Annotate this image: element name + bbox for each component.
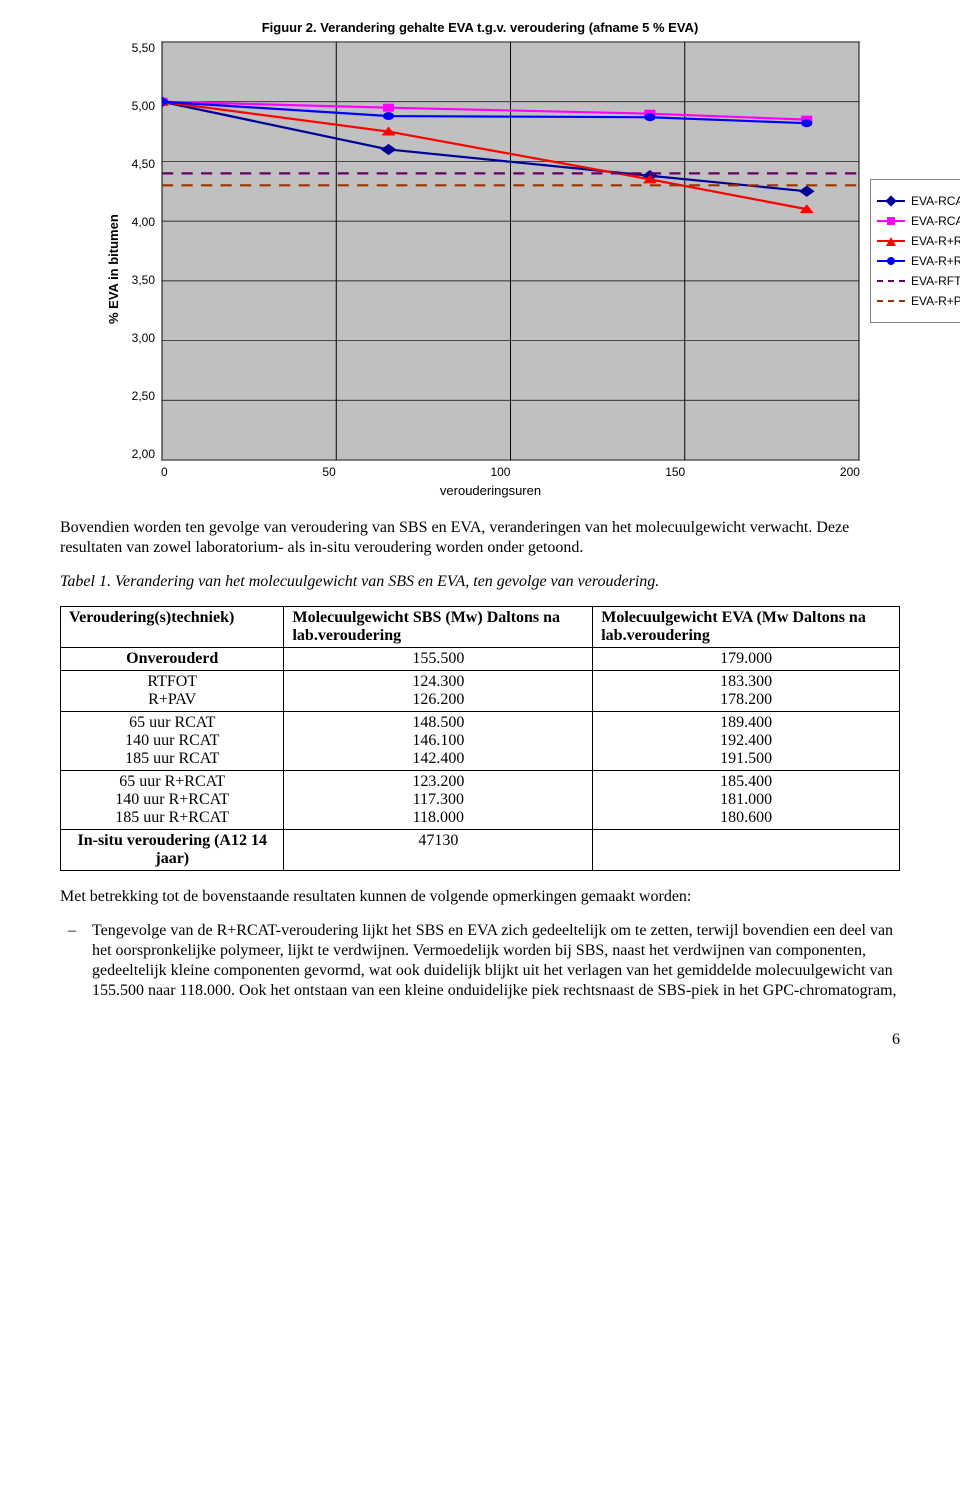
legend-label: EVA-RCAT(area) <box>911 194 960 208</box>
table-header: Veroudering(s)techniek) <box>61 607 284 648</box>
xtick: 50 <box>322 465 335 479</box>
table-cell: 148.500146.100142.400 <box>284 712 593 771</box>
chart-container: Figuur 2. Verandering gehalte EVA t.g.v.… <box>100 20 860 498</box>
table-row: Onverouderd155.500179.000 <box>61 648 900 671</box>
table-row: RTFOTR+PAV124.300126.200183.300178.200 <box>61 671 900 712</box>
xtick: 0 <box>161 465 168 479</box>
table-row: 65 uur RCAT140 uur RCAT185 uur RCAT148.5… <box>61 712 900 771</box>
ytick: 4,00 <box>132 215 155 229</box>
bullet-list: Tengevolge van de R+RCAT-veroudering lij… <box>60 921 900 1001</box>
page-number: 6 <box>60 1031 900 1049</box>
paragraph-2: Met betrekking tot de bovenstaande resul… <box>60 887 900 907</box>
legend-item: EVA-RCAT(area) <box>877 194 960 208</box>
table-cell: 124.300126.200 <box>284 671 593 712</box>
legend-label: EVA-RFTOT(area) <box>911 274 960 288</box>
ytick: 2,50 <box>132 389 155 403</box>
legend-item: EVA-R+RCAT(area) <box>877 234 960 248</box>
table-cell: 47130 <box>284 830 593 871</box>
ytick: 5,50 <box>132 41 155 55</box>
ytick: 3,50 <box>132 273 155 287</box>
table-row: In-situ veroudering (A12 14 jaar)47130 <box>61 830 900 871</box>
legend-item: EVA-R+RCAT(height) <box>877 254 960 268</box>
table-cell: 179.000 <box>593 648 900 671</box>
legend-item: EVA-RFTOT(area) <box>877 274 960 288</box>
table-cell: 155.500 <box>284 648 593 671</box>
table-header: Molecuulgewicht EVA (Mw Daltons na lab.v… <box>593 607 900 648</box>
ytick: 2,00 <box>132 447 155 461</box>
paragraph-1: Bovendien worden ten gevolge van veroude… <box>60 518 900 558</box>
table-cell <box>593 830 900 871</box>
table-header: Molecuulgewicht SBS (Mw) Daltons na lab.… <box>284 607 593 648</box>
legend-label: EVA-RCAT(height) <box>911 214 960 228</box>
chart-xlabel: verouderingsuren <box>121 483 860 498</box>
legend-label: EVA-R+RCAT(height) <box>911 254 960 268</box>
table-row: 65 uur R+RCAT140 uur R+RCAT185 uur R+RCA… <box>61 771 900 830</box>
xtick: 150 <box>665 465 685 479</box>
xtick: 100 <box>490 465 510 479</box>
chart-legend: EVA-RCAT(area) EVA-RCAT(height) EVA-R+RCAT… <box>870 179 960 323</box>
legend-item: EVA-R+PAV(area) <box>877 294 960 308</box>
chart-title: Figuur 2. Verandering gehalte EVA t.g.v.… <box>100 20 860 35</box>
table-cell: Onverouderd <box>61 648 284 671</box>
ytick: 5,00 <box>132 99 155 113</box>
chart-ylabel: % EVA in bitumen <box>100 41 121 498</box>
table-cell: In-situ veroudering (A12 14 jaar) <box>61 830 284 871</box>
chart-yaxis: 5,50 5,00 4,50 4,00 3,50 3,00 2,50 2,00 <box>121 41 161 461</box>
bullet-item: Tengevolge van de R+RCAT-veroudering lij… <box>92 921 900 1001</box>
chart-plot <box>161 41 860 461</box>
xtick: 200 <box>840 465 860 479</box>
data-table: Veroudering(s)techniek)Molecuulgewicht S… <box>60 606 900 871</box>
ytick: 3,00 <box>132 331 155 345</box>
table-cell: 123.200117.300118.000 <box>284 771 593 830</box>
table-cell: 65 uur R+RCAT140 uur R+RCAT185 uur R+RCA… <box>61 771 284 830</box>
legend-item: EVA-RCAT(height) <box>877 214 960 228</box>
chart-xaxis: 0 50 100 150 200 <box>161 461 860 479</box>
ytick: 4,50 <box>132 157 155 171</box>
table-cell: 185.400181.000180.600 <box>593 771 900 830</box>
table-cell: 65 uur RCAT140 uur RCAT185 uur RCAT <box>61 712 284 771</box>
legend-label: EVA-R+RCAT(area) <box>911 234 960 248</box>
table-cell: 189.400192.400191.500 <box>593 712 900 771</box>
table-cell: RTFOTR+PAV <box>61 671 284 712</box>
table-cell: 183.300178.200 <box>593 671 900 712</box>
legend-label: EVA-R+PAV(area) <box>911 294 960 308</box>
table-caption: Tabel 1. Verandering van het molecuulgew… <box>60 572 900 592</box>
